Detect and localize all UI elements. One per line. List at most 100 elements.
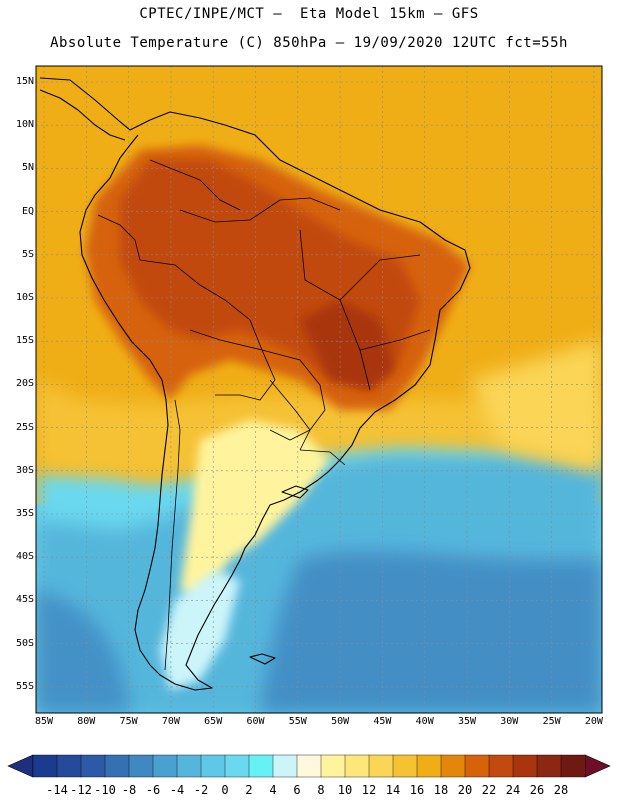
latitude-label: 10N — [15, 119, 34, 131]
colorbar-swatch — [344, 754, 370, 778]
colorbar-swatch — [104, 754, 130, 778]
plot-frame — [35, 65, 603, 714]
latitude-label: 50S — [15, 637, 34, 649]
field-coldest-ocean — [260, 551, 602, 713]
colorbar-label: 6 — [293, 783, 301, 797]
field-pale-land — [180, 420, 330, 600]
country-borders — [97, 159, 431, 671]
colorbar-swatch — [248, 754, 274, 778]
colorbar-label: 4 — [269, 783, 277, 797]
longitude-label: 60W — [246, 716, 265, 727]
border-peru-brazil — [139, 259, 263, 351]
colorbar-label: 12 — [361, 783, 377, 797]
field-hottest-core — [300, 300, 395, 390]
colorbar-swatch — [368, 754, 394, 778]
latitude-label: 45S — [15, 594, 34, 606]
colorbar-swatch — [464, 754, 490, 778]
latitude-label: 20S — [15, 378, 34, 390]
colorbar-high-arrow — [584, 754, 611, 778]
colorbar-swatch — [152, 754, 178, 778]
colorbar-label: 22 — [481, 783, 497, 797]
longitude-label: 55W — [288, 716, 307, 727]
longitude-label: 20W — [584, 716, 603, 727]
falklands-outline — [249, 653, 276, 665]
latitude-label: 40S — [15, 551, 34, 563]
latitude-label: 55S — [15, 680, 34, 692]
colorbar-label: -8 — [121, 783, 137, 797]
colorbar-label: 16 — [409, 783, 425, 797]
longitude-label: 40W — [415, 716, 434, 727]
colorbar-swatch — [200, 754, 226, 778]
field-transition — [36, 380, 602, 480]
colorbar-label: 2 — [245, 783, 253, 797]
longitude-label: 70W — [161, 716, 180, 727]
uruguay-lagoon — [281, 485, 309, 499]
longitude-label: 25W — [542, 716, 561, 727]
longitude-label: 50W — [331, 716, 350, 727]
colorbar-swatch — [296, 754, 322, 778]
latitude-label: 5N — [21, 162, 34, 174]
colorbar-swatch — [272, 754, 298, 778]
latitude-label: 10S — [15, 292, 34, 303]
colorbar-swatch — [416, 754, 442, 778]
field-patagonia — [160, 570, 240, 690]
longitude-label: 85W — [34, 716, 54, 727]
colorbar-swatch — [488, 754, 514, 778]
colorbar-label: 26 — [529, 783, 545, 797]
coastline — [39, 77, 471, 691]
colorbar — [7, 754, 611, 778]
colorbar-label: -6 — [145, 783, 161, 797]
colorbar-label: -12 — [70, 783, 92, 797]
latitude-label: EQ — [21, 205, 34, 217]
colorbar-label: 8 — [317, 783, 325, 797]
colorbar-label: -10 — [94, 783, 116, 797]
colorbar-swatch — [128, 754, 154, 778]
border-bolivia — [189, 329, 276, 401]
field-cold-pacific — [36, 590, 130, 713]
longitude-label: 45W — [373, 716, 392, 727]
border-ecuador-peru — [97, 214, 141, 261]
longitude-label: 65W — [204, 716, 223, 727]
longitude-label: 35W — [457, 716, 477, 727]
central-america-outline — [39, 89, 126, 141]
south-america-outline — [39, 77, 471, 691]
colorbar-low-arrow — [7, 754, 34, 778]
latitude-label: 15N — [15, 76, 34, 87]
colorbar-swatch — [560, 754, 586, 778]
colorbar-swatch — [320, 754, 346, 778]
colorbar-label: -4 — [169, 783, 185, 797]
border-brazil-north — [179, 197, 341, 223]
colorbar-swatch — [392, 754, 418, 778]
longitude-label: 30W — [500, 716, 519, 727]
colorbar-label: -14 — [46, 783, 68, 797]
latitude-label: 5S — [21, 248, 34, 260]
colorbar-swatch — [32, 754, 58, 778]
colorbar-swatch — [224, 754, 250, 778]
colorbar-label: 20 — [457, 783, 473, 797]
colorbar-swatch — [440, 754, 466, 778]
colorbar-label: -2 — [193, 783, 209, 797]
chart-title-line1: CPTEC/INPE/MCT – Eta Model 15km – GFS — [139, 6, 479, 22]
graticule — [36, 66, 602, 713]
latitude-label: 25S — [15, 421, 34, 433]
colorbar-label: 24 — [505, 783, 521, 797]
colorbar-swatch — [80, 754, 106, 778]
border-brazil-states — [299, 229, 431, 391]
border-brazil-south — [261, 349, 326, 451]
colorbar-swatch — [56, 754, 82, 778]
latitude-label: 15S — [15, 335, 34, 347]
border-uruguay — [299, 449, 346, 466]
colorbar-label: 0 — [221, 783, 229, 797]
colorbar-label: 28 — [553, 783, 569, 797]
colorbar-swatch — [512, 754, 538, 778]
temperature-field — [36, 66, 602, 713]
latitude-label: 35S — [15, 508, 34, 519]
longitude-label: 80W — [77, 716, 96, 727]
colorbar-label: 10 — [337, 783, 353, 797]
chart-title-line2: Absolute Temperature (C) 850hPa – 19/09/… — [50, 35, 568, 51]
colorbar-swatch — [176, 754, 202, 778]
border-colombia-venezuela — [149, 159, 241, 211]
border-argentina-chile — [164, 399, 181, 671]
field-atlantic-yellow — [470, 340, 602, 470]
